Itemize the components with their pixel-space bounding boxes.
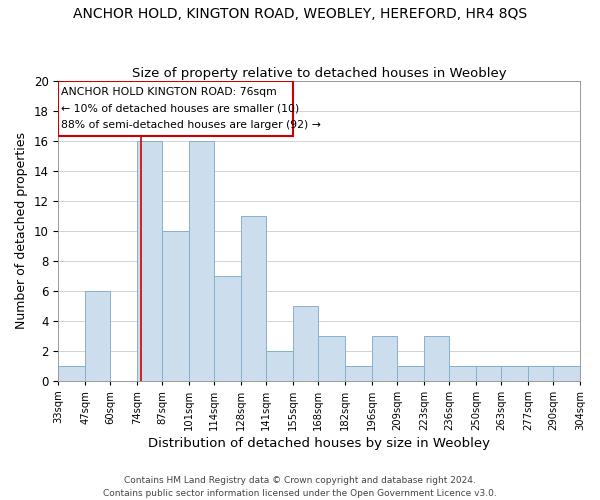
Bar bbox=[553, 366, 580, 380]
Bar bbox=[85, 290, 110, 380]
Bar bbox=[189, 140, 214, 380]
X-axis label: Distribution of detached houses by size in Weobley: Distribution of detached houses by size … bbox=[148, 437, 490, 450]
Bar bbox=[162, 230, 189, 380]
Text: ANCHOR HOLD, KINGTON ROAD, WEOBLEY, HEREFORD, HR4 8QS: ANCHOR HOLD, KINGTON ROAD, WEOBLEY, HERE… bbox=[73, 8, 527, 22]
Y-axis label: Number of detached properties: Number of detached properties bbox=[15, 132, 28, 329]
Text: ANCHOR HOLD KINGTON ROAD: 76sqm: ANCHOR HOLD KINGTON ROAD: 76sqm bbox=[61, 88, 277, 98]
Bar bbox=[58, 82, 293, 136]
Bar bbox=[424, 336, 449, 380]
Bar bbox=[345, 366, 372, 380]
Text: 88% of semi-detached houses are larger (92) →: 88% of semi-detached houses are larger (… bbox=[61, 120, 321, 130]
Bar bbox=[397, 366, 424, 380]
Text: Contains HM Land Registry data © Crown copyright and database right 2024.
Contai: Contains HM Land Registry data © Crown c… bbox=[103, 476, 497, 498]
Bar bbox=[241, 216, 266, 380]
Bar bbox=[266, 350, 293, 380]
Bar bbox=[293, 306, 318, 380]
Text: ← 10% of detached houses are smaller (10): ← 10% of detached houses are smaller (10… bbox=[61, 104, 299, 114]
Bar bbox=[501, 366, 528, 380]
Bar bbox=[476, 366, 501, 380]
Bar bbox=[58, 366, 85, 380]
Title: Size of property relative to detached houses in Weobley: Size of property relative to detached ho… bbox=[132, 66, 506, 80]
Bar bbox=[372, 336, 397, 380]
Bar bbox=[528, 366, 553, 380]
Bar bbox=[449, 366, 476, 380]
Bar bbox=[318, 336, 345, 380]
Bar bbox=[214, 276, 241, 380]
Bar bbox=[137, 140, 162, 380]
